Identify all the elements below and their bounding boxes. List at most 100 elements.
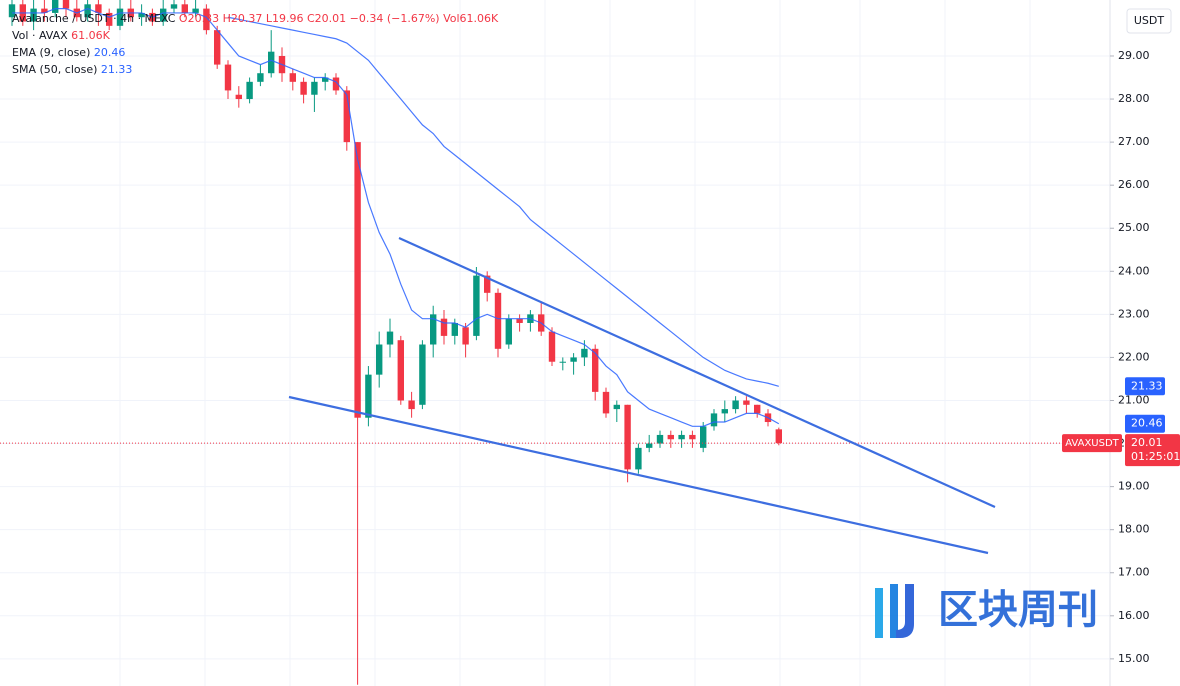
candle-body: [516, 318, 523, 323]
y-tick-label: 29.00: [1118, 49, 1150, 62]
candle-body: [408, 400, 415, 410]
y-tick-label: 19.00: [1118, 480, 1150, 493]
indicator-line: [12, 7, 780, 427]
candle-body: [181, 4, 188, 13]
ohlc-low: L19.96: [266, 12, 304, 25]
legend-label: SMA (50, close): [12, 63, 97, 76]
candle-body: [689, 434, 696, 440]
candle-body: [322, 77, 329, 82]
unit-box: [1126, 8, 1172, 34]
candle-body: [440, 318, 448, 336]
watermark: 区块周刊: [875, 584, 1098, 638]
candle-body: [52, 0, 59, 13]
candle-body: [624, 404, 631, 470]
price-tag-label: 20.01: [1131, 436, 1163, 449]
candle-body: [678, 434, 685, 440]
symbol-tag: [1062, 434, 1122, 453]
candle-body: [570, 357, 577, 362]
candle-body: [602, 391, 610, 414]
y-tick-label: 15.00: [1118, 652, 1150, 665]
indicator-tag: [1125, 377, 1165, 396]
legend: Avalanche / USDT · 4h · MEXC O20.33 H20.…: [12, 12, 499, 76]
volume: Vol61.06K: [443, 12, 499, 25]
y-tick-label: 23.00: [1118, 307, 1150, 320]
logo-bar: [896, 584, 914, 638]
ohlc-open: O20.33: [179, 12, 219, 25]
candle-body: [257, 73, 264, 82]
y-tick-label: 27.00: [1118, 135, 1150, 148]
candle-body: [30, 8, 37, 22]
price-axis-labels: 15.0016.0017.0018.0019.0020.0021.0022.00…: [1110, 49, 1150, 665]
candle-body: [646, 443, 653, 448]
change: −0.34 (−1.67%): [350, 12, 440, 25]
trend-lines: [288, 236, 996, 555]
lower-trend-line: [288, 395, 989, 555]
candle-body: [268, 51, 275, 74]
legend-value: 20.46: [94, 46, 126, 59]
legend-label: EMA (9, close): [12, 46, 90, 59]
price-axis: [1110, 0, 1180, 686]
y-tick-label: 25.00: [1118, 221, 1150, 234]
candle-body: [397, 340, 404, 401]
y-tick-label: 16.00: [1118, 609, 1150, 622]
candle-body: [311, 81, 318, 95]
candle-body: [473, 275, 480, 336]
logo-bar: [890, 584, 898, 638]
logo-bar: [875, 588, 883, 638]
candle-body: [300, 81, 307, 95]
candle-body: [95, 4, 102, 13]
axis-unit: USDT: [1134, 14, 1165, 27]
candle-body: [192, 8, 199, 13]
candle-body: [656, 434, 664, 444]
candle-body: [548, 331, 556, 362]
candle-body: [710, 413, 718, 427]
candle-body: [365, 374, 372, 418]
candle-body: [170, 4, 178, 9]
candle-body: [343, 90, 350, 143]
candle-body: [235, 94, 242, 100]
candle-body: [419, 344, 426, 405]
candle-body: [743, 400, 750, 405]
candle-body: [581, 348, 588, 358]
price-tag: [1125, 434, 1180, 467]
candle-body: [289, 73, 296, 82]
candle-body: [203, 8, 210, 31]
upper-trend-line: [398, 236, 996, 509]
candle-body: [494, 292, 502, 349]
candle-body: [376, 344, 383, 375]
countdown: 01:25:01: [1131, 450, 1180, 463]
candle-body: [700, 426, 707, 448]
candle-body: [635, 447, 642, 470]
y-tick-label: 24.00: [1118, 264, 1150, 277]
candle-body: [613, 404, 620, 410]
indicator-line: [227, 16, 779, 387]
candle-body: [559, 361, 566, 363]
watermark-text: 区块周刊: [938, 587, 1098, 633]
symbol-title: Avalanche / USDT · 4h · MEXC: [12, 12, 176, 25]
candle-body: [214, 30, 221, 65]
legend-value: 21.33: [101, 63, 133, 76]
candle-body: [721, 409, 728, 414]
candle-body: [62, 0, 70, 9]
candle-body: [484, 275, 491, 293]
candle-body: [754, 404, 761, 414]
y-tick-label: 22.00: [1118, 350, 1150, 363]
candle-body: [451, 322, 458, 336]
candle-body: [505, 318, 512, 345]
candle-body: [84, 4, 91, 18]
vertical-grid: [119, 0, 1031, 686]
candle-body: [8, 4, 16, 18]
ohlc-high: H20.37: [223, 12, 263, 25]
candle-body: [106, 12, 113, 26]
ema-legend: EMA (9, close) 20.46: [12, 46, 125, 59]
candle-body: [354, 142, 361, 418]
candle-body: [224, 64, 232, 91]
y-tick-label: 21.00: [1118, 393, 1150, 406]
plot: [0, 0, 1110, 685]
y-tick-label: 26.00: [1118, 178, 1150, 191]
y-tick-label: 28.00: [1118, 92, 1150, 105]
candle-body: [138, 12, 145, 18]
sma-legend: SMA (50, close) 21.33: [12, 63, 132, 76]
y-tick-label: 18.00: [1118, 523, 1150, 536]
